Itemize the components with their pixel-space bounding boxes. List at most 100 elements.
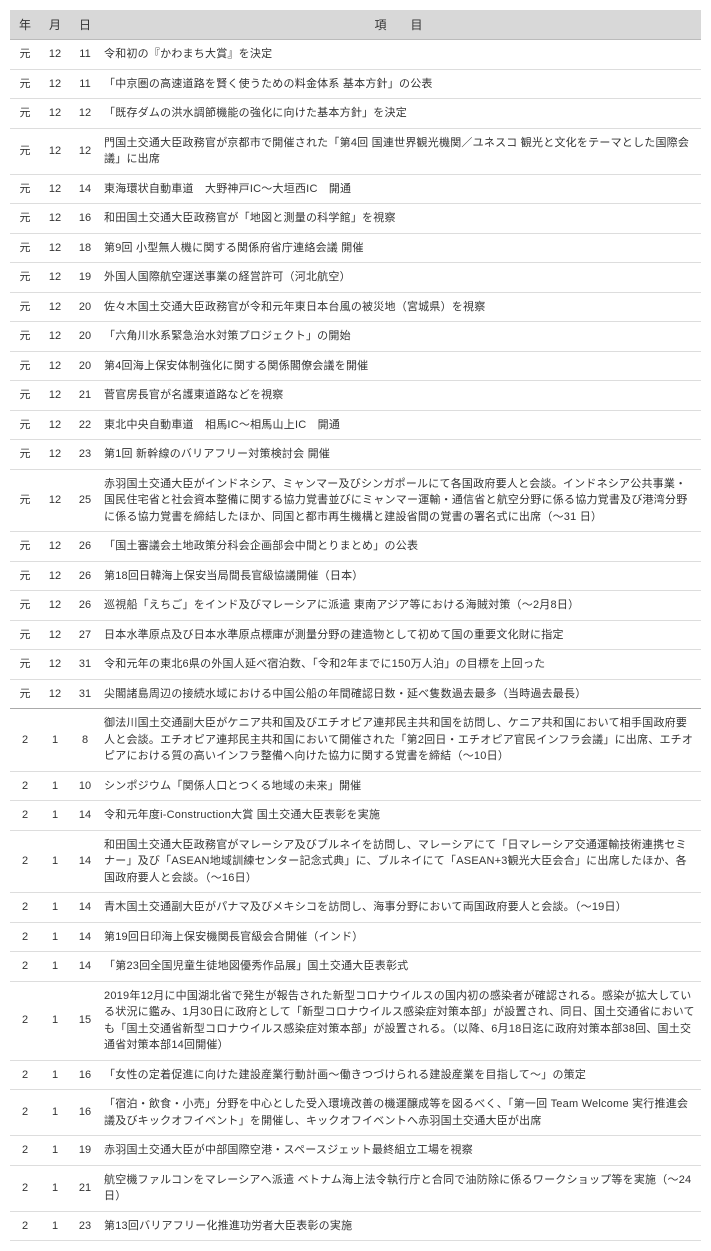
cell-day: 26 — [70, 561, 100, 591]
table-row: 21152019年12月に中国湖北省で発生が報告された新型コロナウイルスの国内初… — [10, 981, 701, 1060]
cell-month: 1 — [40, 709, 70, 772]
cell-day: 16 — [70, 204, 100, 234]
cell-day: 8 — [70, 709, 100, 772]
cell-month: 12 — [40, 292, 70, 322]
table-row: 2123第13回バリアフリー化推進功労者大臣表彰の実施 — [10, 1211, 701, 1241]
cell-day: 31 — [70, 679, 100, 709]
col-header-item: 項目 — [100, 10, 701, 40]
cell-month: 1 — [40, 771, 70, 801]
cell-day: 20 — [70, 322, 100, 352]
table-row: 2114第19回日印海上保安機関長官級会合開催（インド） — [10, 922, 701, 952]
cell-day: 19 — [70, 263, 100, 293]
cell-item: 門国土交通大臣政務官が京都市で開催された「第4回 国連世界観光機関／ユネスコ 観… — [100, 128, 701, 174]
table-row: 元1226巡視船「えちご」をインド及びマレーシアに派遣 東南アジア等における海賊… — [10, 591, 701, 621]
cell-item: 外国人国際航空運送事業の経営許可（河北航空） — [100, 263, 701, 293]
cell-month: 12 — [40, 410, 70, 440]
table-row: 2114青木国土交通副大臣がパナマ及びメキシコを訪問し、海事分野において両国政府… — [10, 893, 701, 923]
cell-day: 16 — [70, 1060, 100, 1090]
col-header-month: 月 — [40, 10, 70, 40]
cell-day: 23 — [70, 440, 100, 470]
cell-month: 12 — [40, 650, 70, 680]
cell-item: 第19回日印海上保安機関長官級会合開催（インド） — [100, 922, 701, 952]
table-row: 元1223第1回 新幹線のバリアフリー対策検討会 開催 — [10, 440, 701, 470]
cell-day: 12 — [70, 99, 100, 129]
cell-item: 「既存ダムの洪水調節機能の強化に向けた基本方針」を決定 — [100, 99, 701, 129]
table-row: 元1226第18回日韓海上保安当局間長官級協議開催（日本） — [10, 561, 701, 591]
table-row: 2114令和元年度i-Construction大賞 国土交通大臣表彰を実施 — [10, 801, 701, 831]
col-header-day: 日 — [70, 10, 100, 40]
cell-item: 赤羽国土交通大臣がインドネシア、ミャンマー及びシンガポールにて各国政府要人と会談… — [100, 469, 701, 532]
cell-month: 1 — [40, 922, 70, 952]
cell-year: 元 — [10, 591, 40, 621]
table-row: 元1219外国人国際航空運送事業の経営許可（河北航空） — [10, 263, 701, 293]
cell-item: 尖閣諸島周辺の接続水域における中国公船の年間確認日数・延べ隻数過去最多（当時過去… — [100, 679, 701, 709]
cell-year: 2 — [10, 830, 40, 893]
cell-year: 元 — [10, 469, 40, 532]
cell-item: 第4回海上保安体制強化に関する関係閣僚会議を開催 — [100, 351, 701, 381]
table-row: 元1226「国土審議会土地政策分科会企画部会中間とりまとめ」の公表 — [10, 532, 701, 562]
cell-item: 佐々木国土交通大臣政務官が令和元年東日本台風の被災地（宮城県）を視察 — [100, 292, 701, 322]
cell-item: 令和元年の東北6県の外国人延べ宿泊数、「令和2年までに150万人泊」の目標を上回… — [100, 650, 701, 680]
cell-month: 12 — [40, 40, 70, 70]
cell-day: 26 — [70, 591, 100, 621]
cell-month: 12 — [40, 233, 70, 263]
cell-month: 12 — [40, 561, 70, 591]
cell-day: 14 — [70, 922, 100, 952]
events-table: 年 月 日 項目 元1211令和初の『かわまち大賞』を決定元1211「中京圏の高… — [10, 10, 701, 1241]
cell-month: 12 — [40, 469, 70, 532]
cell-year: 元 — [10, 174, 40, 204]
cell-year: 元 — [10, 410, 40, 440]
table-row: 元1222東北中央自動車道 相馬IC～相馬山上IC 開通 — [10, 410, 701, 440]
cell-month: 12 — [40, 204, 70, 234]
table-row: 2119赤羽国土交通大臣が中部国際空港・スペースジェット最終組立工場を視察 — [10, 1136, 701, 1166]
cell-day: 27 — [70, 620, 100, 650]
table-row: 2114和田国土交通大臣政務官がマレーシア及びブルネイを訪問し、マレーシアにて「… — [10, 830, 701, 893]
cell-day: 14 — [70, 174, 100, 204]
table-row: 元1218第9回 小型無人機に関する関係府省庁連絡会議 開催 — [10, 233, 701, 263]
cell-month: 12 — [40, 440, 70, 470]
cell-day: 18 — [70, 233, 100, 263]
cell-year: 元 — [10, 263, 40, 293]
cell-year: 元 — [10, 99, 40, 129]
cell-item: 御法川国土交通副大臣がケニア共和国及びエチオピア連邦民主共和国を訪問し、ケニア共… — [100, 709, 701, 772]
cell-day: 14 — [70, 830, 100, 893]
cell-item: 航空機ファルコンをマレーシアへ派遣 ベトナム海上法令執行庁と合同で油防除に係るワ… — [100, 1165, 701, 1211]
cell-month: 1 — [40, 1090, 70, 1136]
cell-item: 「宿泊・飲食・小売」分野を中心とした受入環境改善の機運醸成等を図るべく、「第一回… — [100, 1090, 701, 1136]
table-row: 元1220「六角川水系緊急治水対策プロジェクト」の開始 — [10, 322, 701, 352]
cell-item: 巡視船「えちご」をインド及びマレーシアに派遣 東南アジア等における海賊対策（～2… — [100, 591, 701, 621]
cell-year: 2 — [10, 1165, 40, 1211]
table-row: 218御法川国土交通副大臣がケニア共和国及びエチオピア連邦民主共和国を訪問し、ケ… — [10, 709, 701, 772]
cell-year: 元 — [10, 561, 40, 591]
cell-day: 20 — [70, 292, 100, 322]
table-row: 2110シンポジウム「関係人口とつくる地域の未来」開催 — [10, 771, 701, 801]
cell-item: 和田国土交通大臣政務官が「地図と測量の科学館」を視察 — [100, 204, 701, 234]
cell-day: 20 — [70, 351, 100, 381]
cell-item: 赤羽国土交通大臣が中部国際空港・スペースジェット最終組立工場を視察 — [100, 1136, 701, 1166]
cell-day: 14 — [70, 893, 100, 923]
table-row: 元1214東海環状自動車道 大野神戸IC～大垣西IC 開通 — [10, 174, 701, 204]
table-row: 元1231令和元年の東北6県の外国人延べ宿泊数、「令和2年までに150万人泊」の… — [10, 650, 701, 680]
table-row: 元1211令和初の『かわまち大賞』を決定 — [10, 40, 701, 70]
cell-year: 元 — [10, 620, 40, 650]
cell-item: 「国土審議会土地政策分科会企画部会中間とりまとめ」の公表 — [100, 532, 701, 562]
cell-item: 青木国土交通副大臣がパナマ及びメキシコを訪問し、海事分野において両国政府要人と会… — [100, 893, 701, 923]
cell-year: 2 — [10, 771, 40, 801]
cell-day: 11 — [70, 40, 100, 70]
cell-year: 元 — [10, 351, 40, 381]
cell-year: 2 — [10, 981, 40, 1060]
cell-year: 元 — [10, 440, 40, 470]
cell-day: 31 — [70, 650, 100, 680]
cell-item: 和田国土交通大臣政務官がマレーシア及びブルネイを訪問し、マレーシアにて「日マレー… — [100, 830, 701, 893]
cell-item: 令和初の『かわまち大賞』を決定 — [100, 40, 701, 70]
cell-year: 2 — [10, 1211, 40, 1241]
cell-month: 1 — [40, 893, 70, 923]
cell-day: 10 — [70, 771, 100, 801]
cell-year: 元 — [10, 128, 40, 174]
cell-month: 12 — [40, 381, 70, 411]
cell-month: 1 — [40, 1165, 70, 1211]
cell-year: 2 — [10, 1090, 40, 1136]
cell-day: 16 — [70, 1090, 100, 1136]
cell-item: 日本水準原点及び日本水準原点標庫が測量分野の建造物として初めて国の重要文化財に指… — [100, 620, 701, 650]
cell-day: 14 — [70, 952, 100, 982]
